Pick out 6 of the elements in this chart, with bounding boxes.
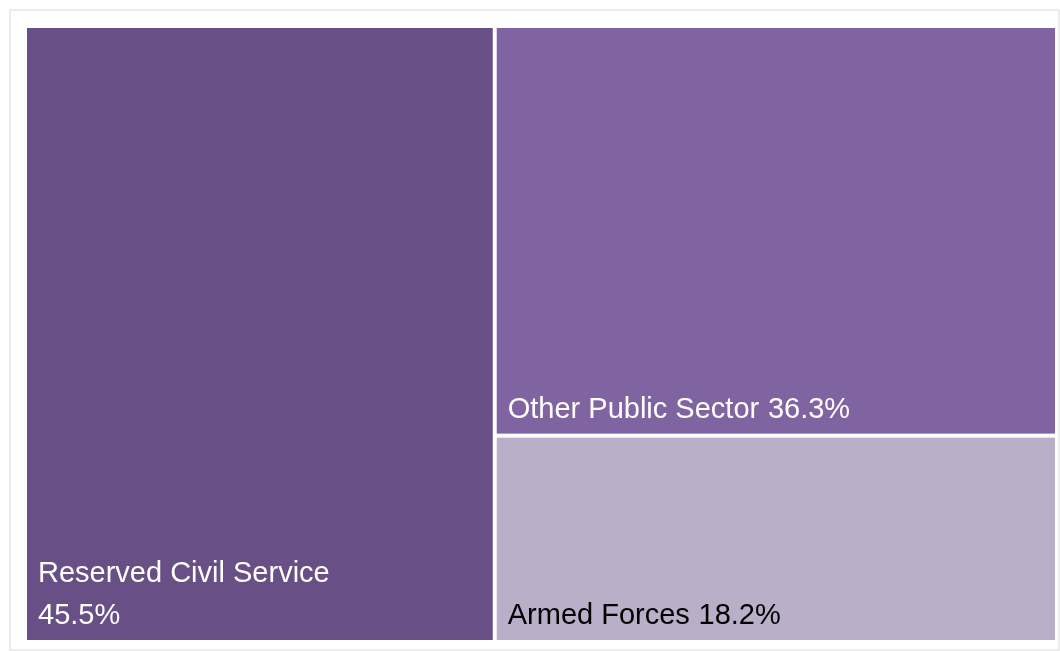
category-label: Armed Forces [507,598,690,630]
data-label: 18.2% [698,598,781,630]
category-label: Other Public Sector [507,391,760,424]
category-label: Reserved Civil Service [38,556,330,588]
data-label: 45.5% [38,598,121,630]
data-label: 36.3% [767,391,851,424]
